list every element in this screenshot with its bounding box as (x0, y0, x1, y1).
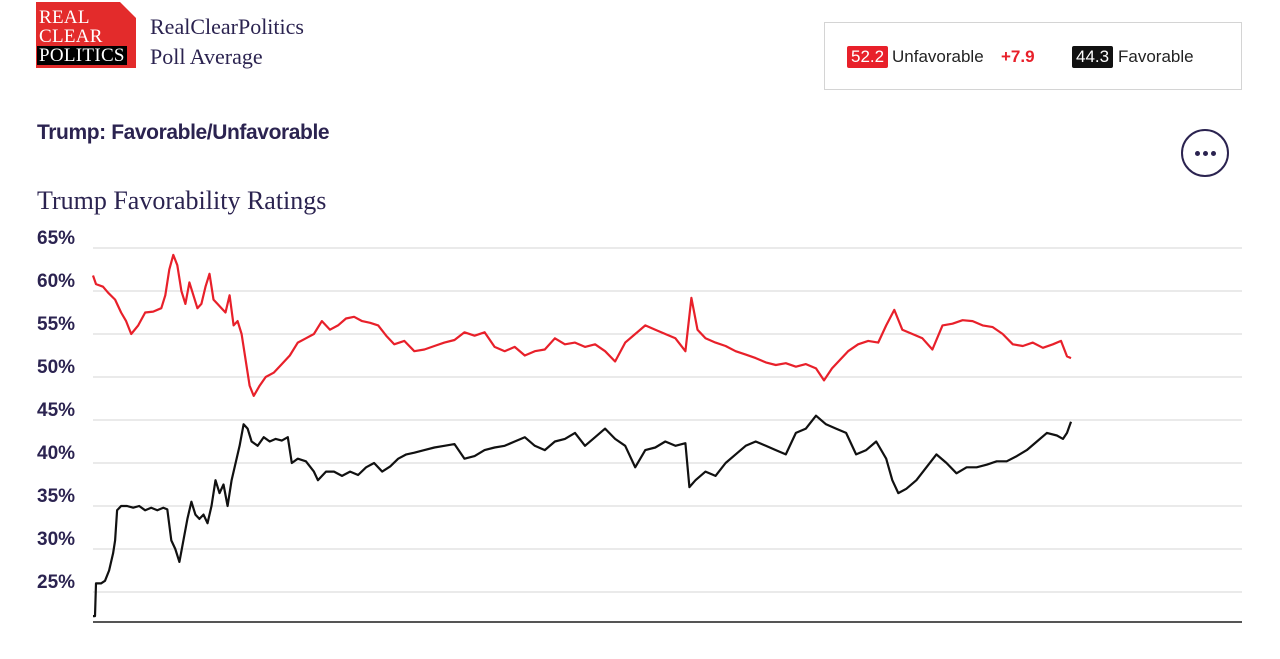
chart-series (91, 253, 1073, 618)
logo-fold (120, 2, 136, 18)
y-axis-ticks: 65% 60% 55% 50% 45% 40% 35% 30% 25% (37, 228, 75, 593)
brand-subtitle: Poll Average (150, 44, 263, 69)
page-title: Trump: Favorable/Unfavorable (37, 121, 330, 144)
more-options-button[interactable] (1181, 129, 1229, 177)
unfavorable-label: Unfavorable (892, 47, 984, 66)
favorable-label: Favorable (1118, 47, 1194, 66)
y-tick-label: 35% (37, 486, 75, 507)
logo-line-1: REAL (39, 7, 90, 28)
logo-line-2: CLEAR (39, 26, 103, 47)
y-tick-label: 40% (37, 443, 75, 464)
favorable-value-badge: 44.3 (1072, 46, 1114, 68)
chart-title: Trump Favorability Ratings (37, 186, 327, 215)
y-tick-label: 45% (37, 400, 75, 421)
y-tick-label: 25% (37, 572, 75, 593)
rcp-logo[interactable]: REAL CLEAR POLITICS (36, 2, 136, 68)
more-horizontal-icon-dot (1202, 150, 1208, 156)
brand-title: RealClearPolitics Poll Average (150, 12, 304, 72)
y-tick-label: 60% (37, 271, 75, 292)
brand-name: RealClearPolitics (150, 14, 304, 39)
y-tick-label: 30% (37, 529, 75, 550)
more-horizontal-icon-dot (1194, 150, 1200, 156)
spread-value: +7.9 (1001, 47, 1035, 66)
y-tick-label: 50% (37, 357, 75, 378)
more-horizontal-icon-dot (1210, 150, 1216, 156)
y-tick-label: 55% (37, 314, 75, 335)
series-line-unfavorable (91, 253, 1072, 397)
logo-line-3: POLITICS (37, 45, 127, 66)
poll-average-legend: 52.2 Unfavorable +7.9 44.3 Favorable (824, 22, 1242, 90)
chart-gridlines (93, 247, 1242, 593)
unfavorable-value-badge: 52.2 (847, 46, 889, 68)
series-line-favorable (93, 414, 1073, 618)
y-tick-label: 65% (37, 228, 75, 249)
